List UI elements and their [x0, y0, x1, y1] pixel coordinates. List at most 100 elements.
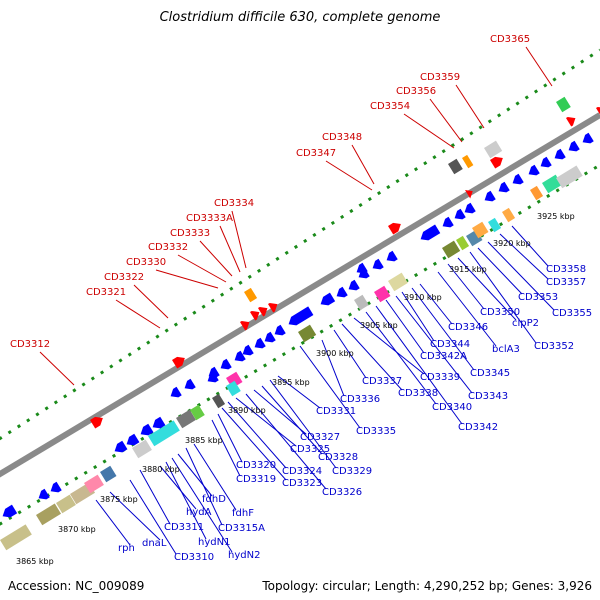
gene-feature: [207, 371, 219, 383]
label-leader-line: [499, 233, 549, 280]
label-leader-line: [261, 385, 323, 455]
gene-label-cd3334: CD3334: [214, 198, 254, 209]
label-leader-line: [511, 225, 549, 267]
gene-block: [488, 217, 502, 233]
gene-label-bcla3: bclA3: [492, 344, 520, 355]
label-leader-line: [487, 241, 555, 311]
gene-label-cd3333: CD3333: [170, 228, 210, 239]
gene-label-dnal: dnaL: [142, 538, 167, 549]
gene-label-fdhf: fdhF: [232, 508, 254, 519]
scale-label: 3925 kbp: [537, 212, 575, 221]
gene-block: [502, 207, 516, 223]
gene-block: [132, 439, 152, 459]
gene-feature: [288, 306, 314, 326]
gene-block: [388, 272, 408, 292]
gene-feature: [490, 156, 503, 169]
gene-feature: [420, 224, 441, 241]
label-leader-line: [333, 329, 367, 379]
label-leader-line: [235, 397, 297, 447]
gene-feature: [512, 173, 524, 185]
label-leader-line: [341, 323, 403, 391]
label-leader-line: [177, 254, 227, 283]
scale-label: 3905 kbp: [360, 321, 398, 330]
gene-feature: [528, 164, 540, 176]
scale-label: 3885 kbp: [185, 436, 223, 445]
gene-label-hydn1: hydN1: [198, 537, 230, 548]
gene-label-cd3335: CD3335: [356, 426, 396, 437]
gene-label-cd3353: CD3353: [518, 292, 558, 303]
gene-label-fdhd: fdhD: [202, 494, 226, 505]
gene-label-cd3312: CD3312: [10, 339, 50, 350]
scale-label: 3870 kbp: [58, 525, 96, 534]
label-leader-line: [39, 351, 75, 386]
label-leader-line: [199, 240, 233, 277]
label-leader-line: [165, 461, 207, 540]
gene-block: [448, 158, 463, 175]
label-leader-line: [177, 453, 213, 497]
gene-label-cd3359: CD3359: [420, 72, 460, 83]
label-leader-line: [133, 284, 169, 319]
gene-label-cd3332: CD3332: [148, 242, 188, 253]
gene-label-cd3344: CD3344: [430, 339, 470, 350]
label-leader-line: [109, 491, 161, 541]
gene-label-hydn2: hydN2: [228, 550, 260, 561]
gene-label-cd3321: CD3321: [86, 287, 126, 298]
label-leader-line: [227, 401, 287, 469]
gene-feature: [126, 433, 140, 446]
gene-block: [176, 409, 196, 429]
gene-label-cd3352: CD3352: [534, 341, 574, 352]
label-leader-line: [269, 379, 337, 469]
gene-label-cd3340: CD3340: [432, 402, 472, 413]
gene-feature: [140, 423, 154, 436]
scale-label: 3920 kbp: [493, 239, 531, 248]
gene-feature: [152, 416, 166, 429]
label-leader-line: [211, 419, 241, 477]
gene-label-cd3327: CD3327: [300, 432, 340, 443]
gene-label-cd3365: CD3365: [490, 34, 530, 45]
gene-label-cd3350: CD3350: [480, 307, 520, 318]
gene-feature: [596, 106, 600, 117]
gene-label-cd3322: CD3322: [104, 272, 144, 283]
gene-block: [462, 154, 474, 169]
label-leader-line: [245, 393, 327, 490]
gene-label-cd3320: CD3320: [236, 460, 276, 471]
label-leader-line: [277, 375, 321, 409]
gene-label-cd3328: CD3328: [318, 452, 358, 463]
gene-feature: [540, 156, 552, 168]
gene-block: [190, 404, 205, 421]
gene-label-cd3336: CD3336: [340, 394, 380, 405]
gene-label-cd3333a: CD3333A: [186, 213, 233, 224]
gene-block: [442, 240, 461, 259]
label-leader-line: [403, 113, 455, 149]
gene-block: [298, 324, 317, 343]
scale-label: 3910 kbp: [404, 293, 442, 302]
gene-block: [456, 235, 470, 251]
gene-feature: [554, 148, 566, 160]
gene-label-cd3329: CD3329: [332, 466, 372, 477]
gene-label-cd3356: CD3356: [396, 86, 436, 97]
gene-label-cd3337: CD3337: [362, 376, 402, 387]
gene-label-cd3348: CD3348: [322, 132, 362, 143]
gene-feature: [348, 279, 360, 291]
gene-feature: [172, 356, 185, 369]
gene-feature: [386, 250, 398, 262]
gene-feature: [258, 306, 268, 317]
gene-feature: [240, 320, 250, 331]
gene-label-cd3358: CD3358: [546, 264, 586, 275]
gene-feature: [464, 202, 476, 214]
gene-label-cd3315a: CD3315A: [218, 523, 265, 534]
gene-block: [556, 165, 583, 189]
label-leader-line: [375, 305, 463, 425]
gene-block: [484, 140, 503, 159]
label-leader-line: [221, 407, 287, 481]
label-leader-line: [447, 263, 485, 310]
label-leader-line: [217, 413, 243, 463]
gene-label-clpp2: clpP2: [512, 318, 539, 329]
gene-label-cd3338: CD3338: [398, 388, 438, 399]
genome-summary-text: Topology: circular; Length: 4,290,252 bp…: [262, 579, 592, 593]
gene-label-cd3357: CD3357: [546, 277, 586, 288]
gene-label-cd3343: CD3343: [468, 391, 508, 402]
gene-label-cd3339: CD3339: [420, 372, 460, 383]
